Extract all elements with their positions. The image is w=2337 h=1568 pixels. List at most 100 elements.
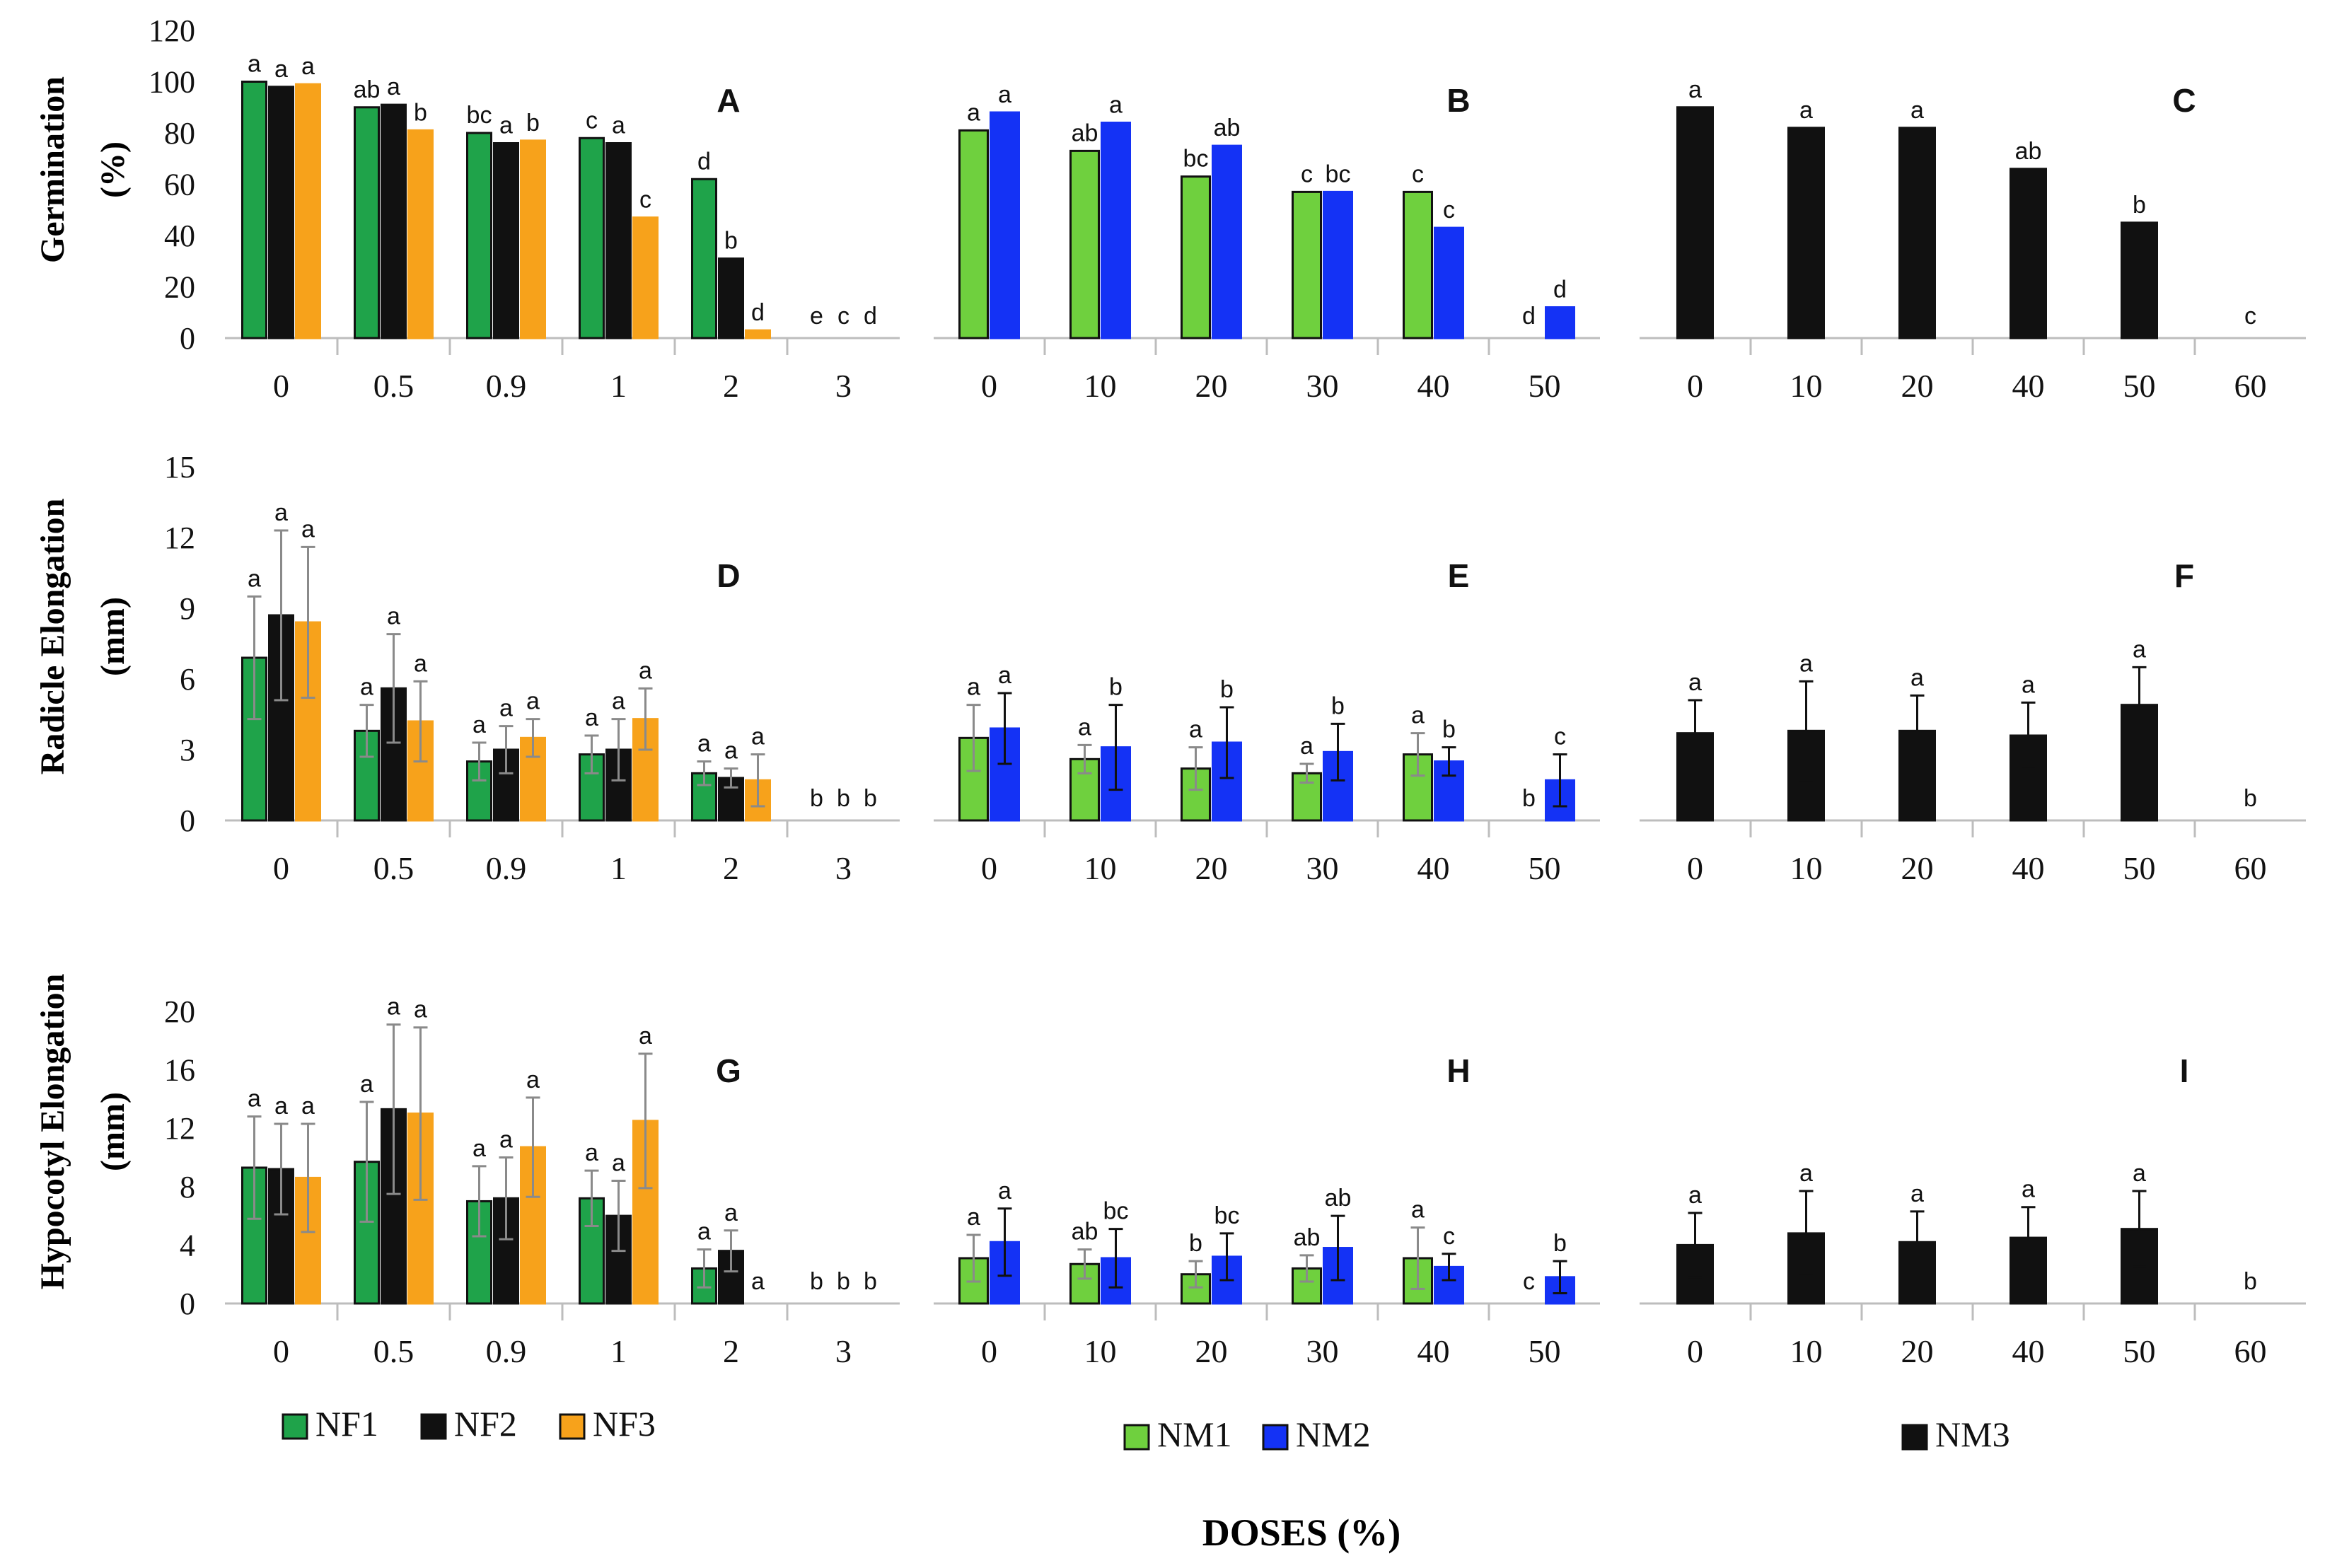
significance-letter: a bbox=[274, 499, 288, 526]
significance-letter: d bbox=[1522, 303, 1536, 330]
bar-NM1-10 bbox=[1069, 149, 1100, 339]
x-tick-label: 3 bbox=[835, 1333, 852, 1369]
y-tick-label: 12 bbox=[164, 1111, 195, 1146]
significance-letter: a bbox=[274, 1093, 288, 1120]
x-tick-label: 0.9 bbox=[486, 368, 527, 404]
y-tick-label: 6 bbox=[180, 662, 195, 697]
significance-letter: c bbox=[837, 303, 849, 330]
bar-NM3-40 bbox=[2010, 168, 2047, 339]
row-3-ylabel-unit: (mm) bbox=[94, 1092, 132, 1171]
bar-NM2-20 bbox=[1212, 144, 1242, 339]
significance-letter: a bbox=[414, 997, 427, 1023]
significance-letter: c bbox=[2244, 303, 2256, 330]
significance-letter: a bbox=[751, 724, 765, 750]
bar-NM2-10 bbox=[1101, 122, 1131, 339]
row-2-ylabel-unit: (mm) bbox=[94, 597, 132, 676]
x-tick-label: 0 bbox=[981, 368, 997, 404]
significance-letter: ab bbox=[1294, 1224, 1321, 1251]
panel-letter-D: D bbox=[717, 557, 740, 594]
significance-letter: a bbox=[967, 99, 980, 126]
significance-letter: bc bbox=[1103, 1198, 1129, 1225]
y-tick-label: 20 bbox=[164, 994, 195, 1029]
legend-label-NF1: NF1 bbox=[315, 1404, 378, 1444]
significance-letter: a bbox=[724, 738, 738, 765]
significance-letter: a bbox=[414, 650, 427, 677]
significance-letter: a bbox=[301, 53, 315, 80]
significance-letter: a bbox=[1109, 92, 1123, 119]
bar-NF3-0.5 bbox=[407, 129, 434, 339]
bar-NF3-2 bbox=[745, 329, 771, 339]
significance-letter: b bbox=[837, 1268, 850, 1295]
y-tick-label: 9 bbox=[180, 591, 195, 626]
row-3-ylabel-main: Hypocotyl Elongation bbox=[34, 974, 71, 1290]
bar-NF2-2 bbox=[718, 257, 744, 339]
significance-letter: c bbox=[1301, 161, 1313, 187]
y-tick-label: 16 bbox=[164, 1053, 195, 1088]
significance-letter: a bbox=[1910, 1180, 1924, 1207]
significance-letter: a bbox=[1688, 76, 1702, 103]
panel-letter-I: I bbox=[2180, 1052, 2189, 1089]
significance-letter: a bbox=[697, 1219, 711, 1245]
significance-letter: a bbox=[248, 1086, 261, 1113]
significance-letter: a bbox=[499, 695, 513, 722]
panel-C: 0 10 20 40 50 60 a a a ab b c C bbox=[1640, 76, 2306, 404]
significance-letter: a bbox=[526, 688, 540, 715]
bar-NF2-0.5 bbox=[381, 103, 407, 339]
bar-NF2-1 bbox=[605, 142, 632, 339]
row-1-ylabel-main: Germination bbox=[34, 76, 71, 263]
bar-NF2-0 bbox=[268, 86, 294, 339]
significance-letter: a bbox=[301, 1093, 315, 1120]
significance-letter: b bbox=[2133, 192, 2146, 219]
x-tick-label: 20 bbox=[1901, 368, 1934, 404]
x-tick-label: 10 bbox=[1084, 1333, 1117, 1369]
significance-letter: b bbox=[2244, 1268, 2257, 1295]
legend-label-NF3: NF3 bbox=[593, 1404, 656, 1444]
significance-letter: a bbox=[499, 112, 513, 139]
x-tick-label: 40 bbox=[2012, 368, 2045, 404]
significance-letter: a bbox=[1688, 669, 1702, 696]
x-tick-label: 60 bbox=[2234, 368, 2267, 404]
x-tick-label: 1 bbox=[610, 368, 627, 404]
panel-letter-C: C bbox=[2172, 82, 2196, 119]
x-tick-label: 50 bbox=[1529, 1333, 1561, 1369]
y-tick-label: 100 bbox=[149, 65, 195, 100]
x-tick-label: 50 bbox=[1529, 368, 1561, 404]
significance-letter: a bbox=[472, 1135, 486, 1162]
bar-NM1-0 bbox=[958, 129, 989, 339]
significance-letter: c bbox=[1412, 161, 1424, 187]
significance-letter: a bbox=[248, 565, 261, 592]
significance-letter: b bbox=[1220, 676, 1234, 703]
panel-letter-E: E bbox=[1448, 557, 1470, 594]
x-tick-label: 0 bbox=[981, 1333, 997, 1369]
x-tick-label: 3 bbox=[835, 850, 852, 886]
bar-NM3-20 bbox=[1898, 127, 1936, 339]
y-tick-label: 3 bbox=[180, 733, 195, 767]
x-tick-label: 0.9 bbox=[486, 850, 527, 886]
significance-letter: ab bbox=[354, 76, 381, 103]
significance-letter: a bbox=[1300, 733, 1314, 760]
significance-letter: b bbox=[1331, 692, 1345, 719]
bar-NM2-40 bbox=[1434, 226, 1464, 339]
x-tick-label: 2 bbox=[723, 1333, 739, 1369]
panel-letter-F: F bbox=[2174, 557, 2194, 594]
significance-letter: d bbox=[1553, 277, 1567, 303]
significance-letter: a bbox=[274, 56, 288, 83]
x-tick-label: 2 bbox=[723, 368, 739, 404]
bar-NF1-0.9 bbox=[466, 132, 492, 339]
x-tick-label: 40 bbox=[2012, 1333, 2045, 1369]
significance-letter: a bbox=[387, 603, 400, 630]
x-tick-label: 10 bbox=[1790, 1333, 1823, 1369]
significance-letter: a bbox=[1688, 1182, 1702, 1209]
significance-letter: b bbox=[2244, 785, 2257, 812]
significance-letter: a bbox=[1411, 1197, 1425, 1224]
bar-NM1-30 bbox=[1292, 190, 1322, 339]
x-tick-label: 1 bbox=[610, 1333, 627, 1369]
legend-label-NM1: NM1 bbox=[1157, 1415, 1232, 1454]
y-tick-label: 15 bbox=[164, 450, 195, 484]
bar-NM3-0 bbox=[1676, 106, 1714, 339]
x-tick-label: 0 bbox=[981, 850, 997, 886]
x-tick-label: 0.5 bbox=[373, 368, 414, 404]
